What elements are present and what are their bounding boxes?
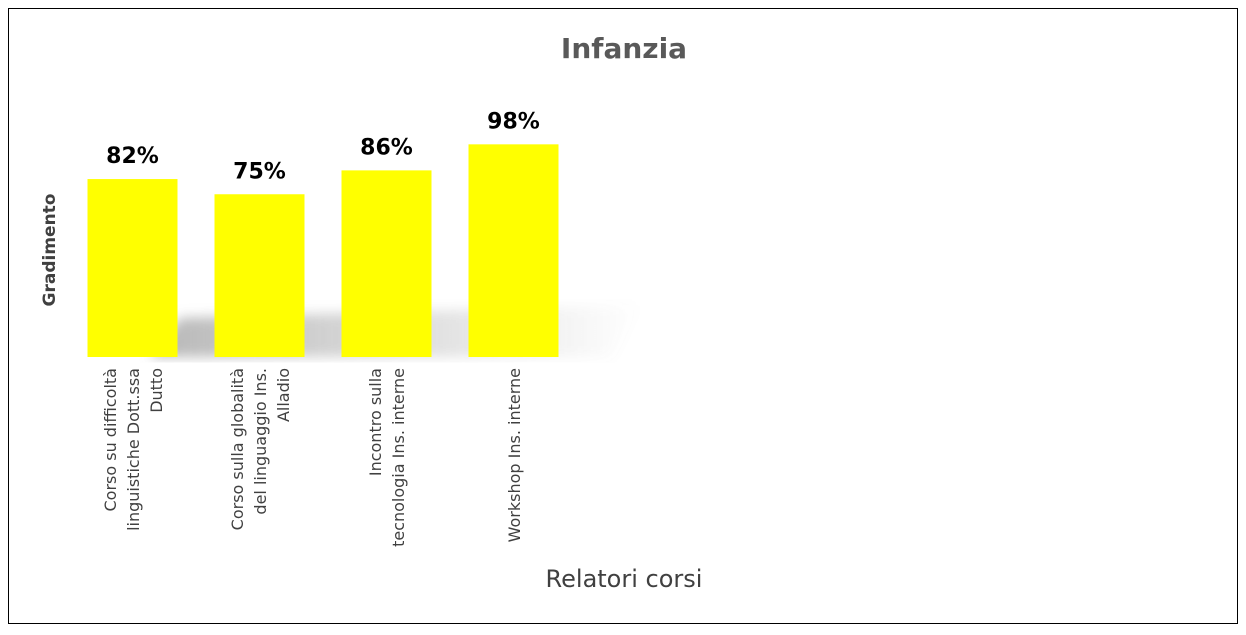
chart-title: Infanzia: [561, 32, 687, 65]
x-axis-label: Relatori corsi: [546, 565, 703, 593]
value-label: 82%: [106, 144, 159, 169]
bar: [87, 179, 178, 357]
x-tick-label: Incontro sulla tecnologia Ins. interne: [365, 368, 408, 547]
bar: [468, 144, 559, 357]
value-label: 98%: [487, 109, 540, 134]
x-tick-label: Corso sulla globalità del linguaggio Ins…: [227, 368, 292, 531]
value-label: 75%: [233, 159, 286, 184]
x-tick-label: Workshop Ins. interne: [504, 368, 523, 543]
value-label: 86%: [360, 135, 413, 160]
bar: [214, 194, 305, 357]
bar: [341, 170, 432, 357]
y-axis-label: Gradimento: [40, 194, 60, 307]
x-tick-label: Corso su difficoltà linguistiche Dott.ss…: [100, 368, 165, 531]
